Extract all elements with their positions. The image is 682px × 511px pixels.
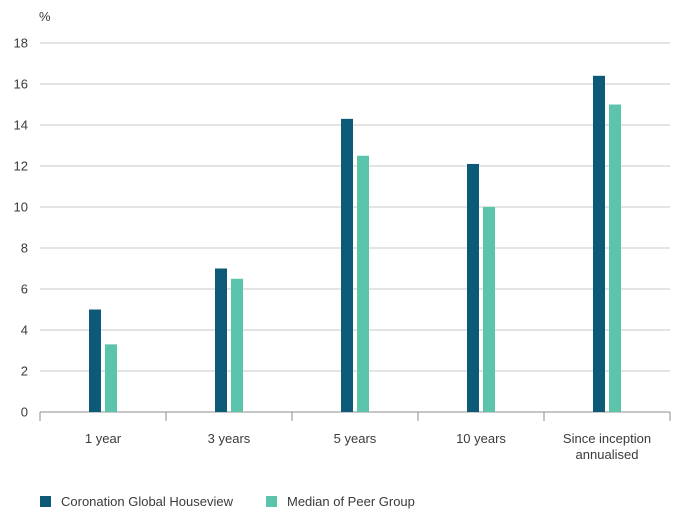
- y-tick-label: 8: [21, 241, 28, 256]
- bar-series-2: [609, 104, 621, 412]
- x-tick-label: Since inception: [563, 431, 651, 446]
- y-axis-ticks: 0 2 4 6 8 10 12 14 16 18: [14, 36, 28, 420]
- legend-item-series-2: Median of Peer Group: [265, 494, 415, 509]
- legend-item-series-1: Coronation Global Houseview: [40, 494, 233, 509]
- legend-swatch-series-2: [265, 496, 277, 507]
- x-tick-label: annualised: [576, 447, 639, 462]
- y-tick-label: 6: [21, 282, 28, 297]
- y-tick-label: 0: [21, 405, 28, 420]
- x-axis: 1 year 3 years 5 years 10 years Since incept…: [39, 412, 671, 462]
- legend-label-series-1: Coronation Global Houseview: [61, 494, 233, 509]
- y-tick-label: 16: [14, 77, 28, 92]
- bar-series-2: [231, 278, 243, 412]
- x-tick-label: 5 years: [334, 431, 377, 446]
- bars: [89, 75, 621, 413]
- bar-series-2: [105, 344, 117, 412]
- gridlines: [40, 42, 670, 413]
- y-tick-label: 14: [14, 118, 28, 133]
- y-tick-label: 18: [14, 36, 28, 51]
- bar-series-1: [215, 268, 227, 412]
- x-tick-label: 1 year: [85, 431, 122, 446]
- bar-chart: % 0 2 4 6 8 10 12 14 16 18 1 year 3 years 5 years 10…: [14, 9, 671, 462]
- bar-series-2: [357, 155, 369, 412]
- bar-series-1: [593, 75, 605, 413]
- x-tick-label: 10 years: [456, 431, 506, 446]
- bar-series-2: [483, 207, 495, 412]
- y-tick-label: 4: [21, 323, 28, 338]
- y-tick-label: 10: [14, 200, 28, 215]
- bar-series-1: [467, 163, 479, 412]
- legend-swatch-series-1: [40, 496, 51, 507]
- y-axis-unit-label: %: [39, 9, 51, 24]
- legend-label-series-2: Median of Peer Group: [286, 494, 415, 509]
- legend: Coronation Global Houseview Median of Pe…: [40, 494, 448, 509]
- y-tick-label: 2: [21, 364, 28, 379]
- x-tick-label: 3 years: [208, 431, 251, 446]
- y-tick-label: 12: [14, 159, 28, 174]
- bar-series-1: [341, 118, 353, 412]
- bar-series-1: [89, 309, 101, 412]
